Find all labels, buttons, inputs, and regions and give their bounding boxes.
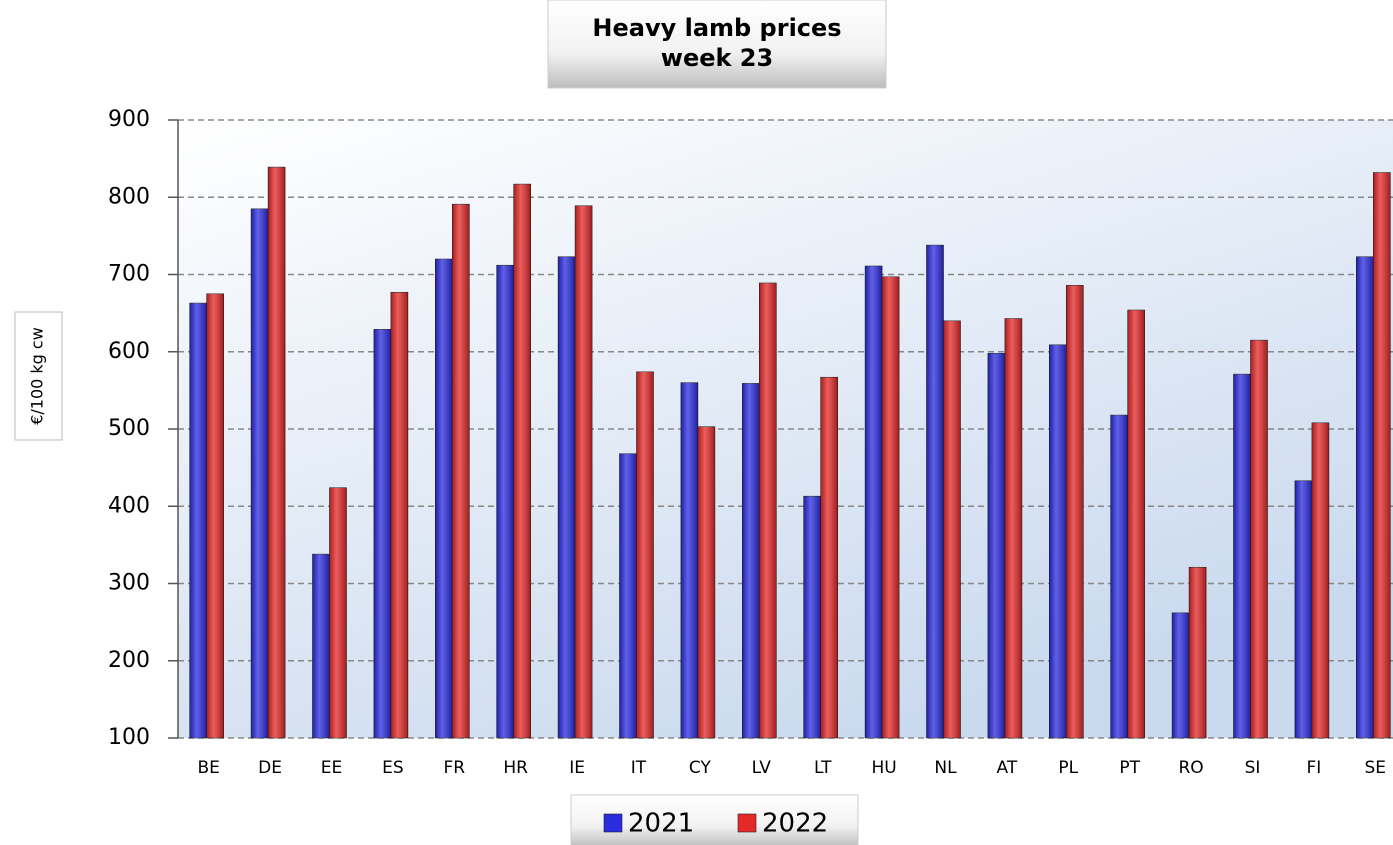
- bar-shade: [251, 208, 269, 738]
- y-tick-label: 100: [108, 725, 150, 750]
- x-tick-label: EE: [321, 758, 342, 778]
- title-box: [547, 0, 887, 89]
- y-tick-label: 200: [108, 648, 150, 673]
- legend-swatch: [603, 813, 623, 833]
- x-tick-label: PL: [1058, 758, 1078, 778]
- bar-shade: [636, 371, 654, 738]
- bar-shade: [926, 245, 944, 738]
- y-tick-label: 800: [108, 184, 150, 209]
- x-tick-label: FR: [444, 758, 466, 778]
- x-tick-label: SE: [1365, 758, 1387, 778]
- bar-shade: [206, 293, 224, 738]
- bar-shade: [1004, 318, 1022, 738]
- bar-shade: [452, 204, 470, 738]
- bar-shade: [1294, 480, 1312, 738]
- bar-shade: [1356, 256, 1374, 738]
- bar-shade: [680, 382, 698, 738]
- bar-shade: [1066, 285, 1084, 738]
- bar-shade: [373, 329, 391, 738]
- bar-shade: [820, 377, 838, 738]
- bar-shade: [1049, 344, 1067, 738]
- bar-shade: [865, 266, 883, 738]
- bar-shade: [1250, 340, 1268, 738]
- x-tick-label: LV: [752, 758, 772, 778]
- legend-label: 2022: [762, 809, 828, 839]
- x-tick-label: IT: [631, 758, 647, 778]
- bar-shade: [943, 320, 961, 738]
- y-tick-label: 300: [108, 571, 150, 596]
- bar-shade: [742, 383, 760, 738]
- bar-shade: [1233, 374, 1251, 738]
- y-tick-label: 900: [108, 107, 150, 132]
- y-tick-label: 400: [108, 493, 150, 518]
- x-tick-label: SI: [1245, 758, 1261, 778]
- bar-shade: [759, 282, 777, 738]
- bar-shade: [987, 353, 1005, 738]
- y-tick-label: 600: [108, 339, 150, 364]
- bar-shade: [697, 426, 715, 738]
- bar-shade: [513, 184, 531, 738]
- x-tick-label: RO: [1178, 758, 1203, 778]
- bar-shade: [189, 303, 207, 738]
- legend-swatch: [737, 813, 757, 833]
- y-label-box: [14, 311, 63, 441]
- bar-shade: [1189, 567, 1207, 738]
- bar-shade: [575, 205, 593, 738]
- x-tick-label: PT: [1119, 758, 1140, 778]
- bar-shade: [435, 259, 453, 738]
- bar-shade: [496, 265, 514, 738]
- x-tick-label: BE: [197, 758, 219, 778]
- x-tick-label: HU: [871, 758, 896, 778]
- bar-shade: [558, 256, 576, 738]
- bar-shade: [1127, 310, 1145, 738]
- bar-shade: [1110, 415, 1128, 738]
- x-tick-label: FI: [1307, 758, 1322, 778]
- bar-shade: [390, 292, 408, 738]
- x-tick-label: HR: [503, 758, 528, 778]
- x-tick-label: DE: [258, 758, 282, 778]
- chart-title: Heavy lamb prices week 23: [592, 14, 841, 72]
- bar-shade: [1311, 422, 1329, 738]
- y-axis-label: €/100 kg cw: [28, 327, 47, 425]
- x-tick-label: AT: [997, 758, 1018, 778]
- bar-shade: [803, 496, 821, 738]
- bar-shade: [882, 276, 900, 738]
- x-tick-label: CY: [689, 758, 712, 778]
- bar-shade: [268, 167, 286, 738]
- x-tick-label: IE: [569, 758, 585, 778]
- legend-label: 2021: [628, 809, 694, 839]
- bar-shade: [1172, 612, 1190, 738]
- x-tick-label: NL: [934, 758, 957, 778]
- x-tick-label: ES: [382, 758, 404, 778]
- x-tick-label: LT: [814, 758, 832, 778]
- bar-shade: [329, 487, 347, 738]
- y-tick-label: 700: [108, 262, 150, 287]
- bar-shade: [1373, 172, 1391, 738]
- y-tick-label: 500: [108, 416, 150, 441]
- bar-shade: [619, 453, 637, 738]
- bar-shade: [312, 554, 330, 738]
